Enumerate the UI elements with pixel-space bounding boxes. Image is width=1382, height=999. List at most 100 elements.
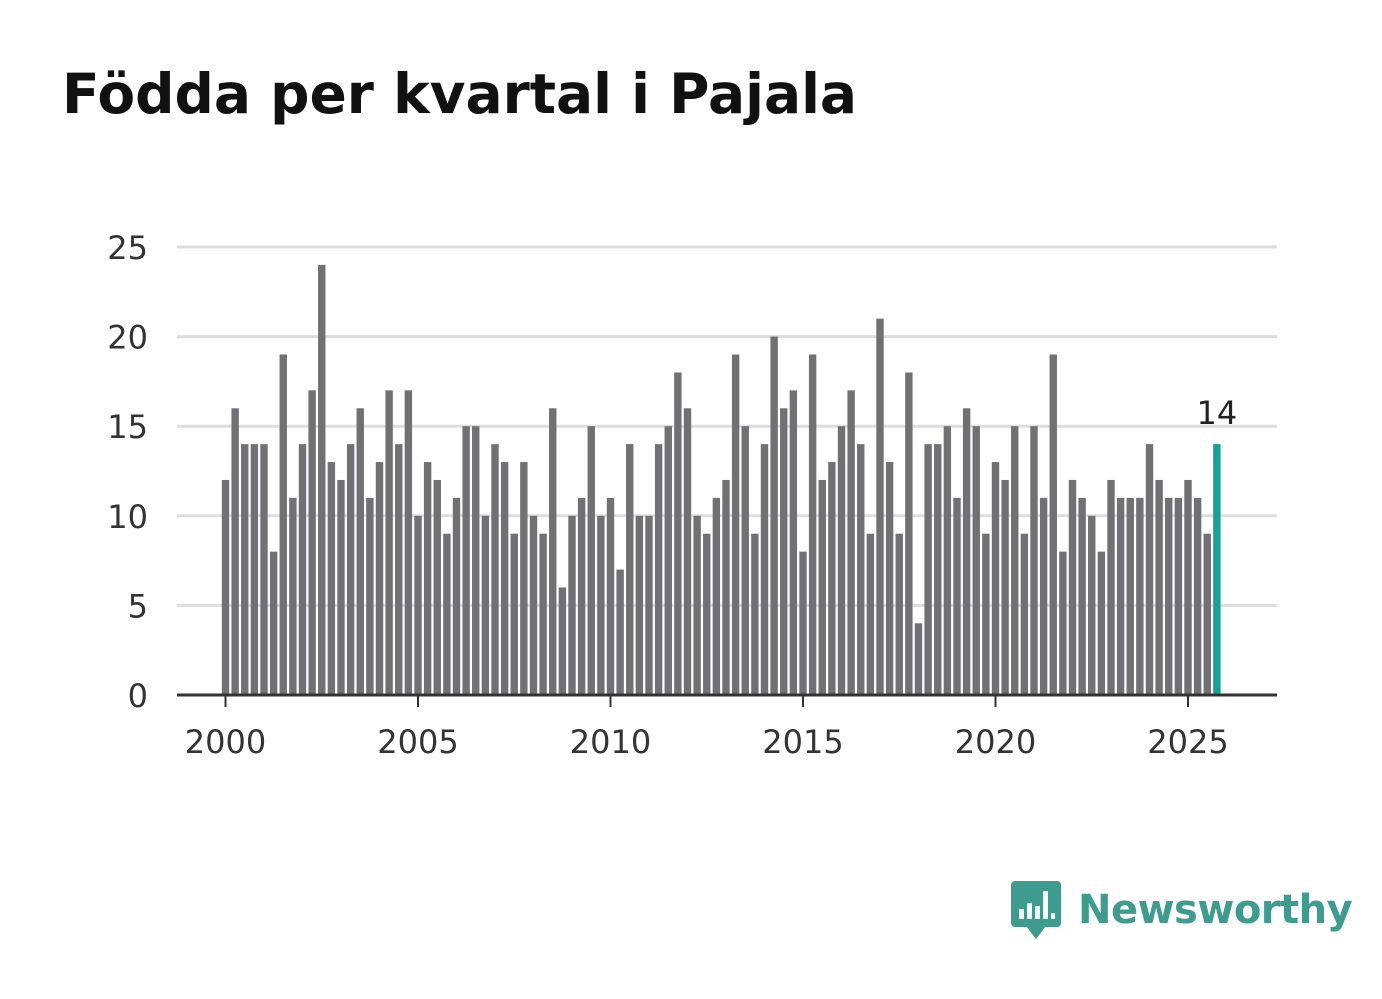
bar (693, 515, 701, 695)
y-tick-label: 10 (107, 498, 148, 536)
bar (491, 444, 499, 695)
y-tick-label: 0 (128, 677, 148, 715)
chart-title: Födda per kvartal i Pajala (62, 62, 858, 126)
bar (857, 444, 865, 695)
bar (635, 515, 644, 695)
bar (943, 426, 952, 695)
bar (770, 336, 778, 695)
bar (221, 479, 230, 695)
bar (837, 426, 846, 695)
bar (683, 408, 692, 695)
bar (789, 390, 798, 695)
bar (1126, 497, 1134, 695)
bar (606, 497, 615, 695)
bar (1174, 497, 1183, 695)
axes (177, 693, 1277, 707)
bar (260, 444, 268, 695)
bar (395, 444, 403, 695)
bar (1116, 497, 1125, 695)
bar (818, 479, 826, 695)
y-tick-label: 20 (107, 319, 148, 357)
bar (1049, 354, 1057, 695)
bar (308, 390, 316, 695)
brand-name: Newsworthy (1078, 887, 1353, 933)
bar (828, 462, 836, 695)
bar (414, 515, 422, 695)
bar (587, 426, 595, 695)
bar (934, 444, 942, 695)
x-tick-label: 2005 (377, 723, 458, 761)
highlighted-bar (1213, 444, 1221, 695)
bar (529, 515, 538, 695)
bar (876, 318, 884, 695)
bar (577, 497, 586, 695)
bar (472, 426, 480, 695)
bar (991, 462, 1000, 695)
bar (1165, 497, 1173, 695)
bar (597, 515, 605, 695)
bar (549, 408, 557, 695)
bar (279, 354, 287, 695)
bar (404, 390, 413, 695)
bar (808, 354, 817, 695)
bar (510, 533, 518, 695)
bar (664, 426, 672, 695)
bar (962, 408, 971, 695)
newsworthy-logo-icon (1011, 881, 1061, 939)
x-tick-label: 2015 (762, 723, 843, 761)
bar (703, 533, 711, 695)
bar (385, 390, 393, 695)
bars (221, 264, 1221, 695)
bar (1020, 533, 1029, 695)
bar (1059, 551, 1067, 695)
brand-logo: Newsworthy (1010, 878, 1353, 942)
bar (953, 497, 961, 695)
bar (722, 479, 730, 695)
y-tick-label: 15 (107, 408, 148, 446)
bar (558, 587, 567, 695)
bar (289, 497, 297, 695)
bar (654, 444, 663, 695)
bar (231, 408, 239, 695)
bar (924, 444, 932, 695)
bar (895, 533, 903, 695)
bar (760, 444, 769, 695)
bar (1011, 426, 1019, 695)
bar (1030, 426, 1038, 695)
bar (1001, 479, 1009, 695)
bar (356, 408, 364, 695)
bar (905, 372, 913, 695)
bar (539, 533, 547, 695)
bar (423, 462, 432, 695)
bar (731, 354, 740, 695)
bar (1078, 497, 1086, 695)
bar (366, 497, 374, 695)
bar (972, 426, 980, 695)
bar (847, 390, 855, 695)
bar (982, 533, 990, 695)
bar (1088, 515, 1096, 695)
bar (443, 533, 451, 695)
bar (452, 497, 461, 695)
bar (626, 444, 634, 695)
bar (269, 551, 278, 695)
y-tick-label: 25 (107, 229, 148, 267)
bar (375, 462, 384, 695)
bar (462, 426, 470, 695)
bar (1039, 497, 1048, 695)
bar (1203, 533, 1211, 695)
bar (866, 533, 875, 695)
y-tick-label: 5 (128, 587, 148, 625)
x-tick-label: 2020 (955, 723, 1036, 761)
bar (780, 408, 788, 695)
bar (712, 497, 721, 695)
bar (1145, 444, 1154, 695)
bar (298, 444, 307, 695)
x-tick-label: 2010 (570, 723, 651, 761)
bar (520, 462, 528, 695)
bar (1097, 551, 1106, 695)
bar (1107, 479, 1115, 695)
bar (741, 426, 749, 695)
